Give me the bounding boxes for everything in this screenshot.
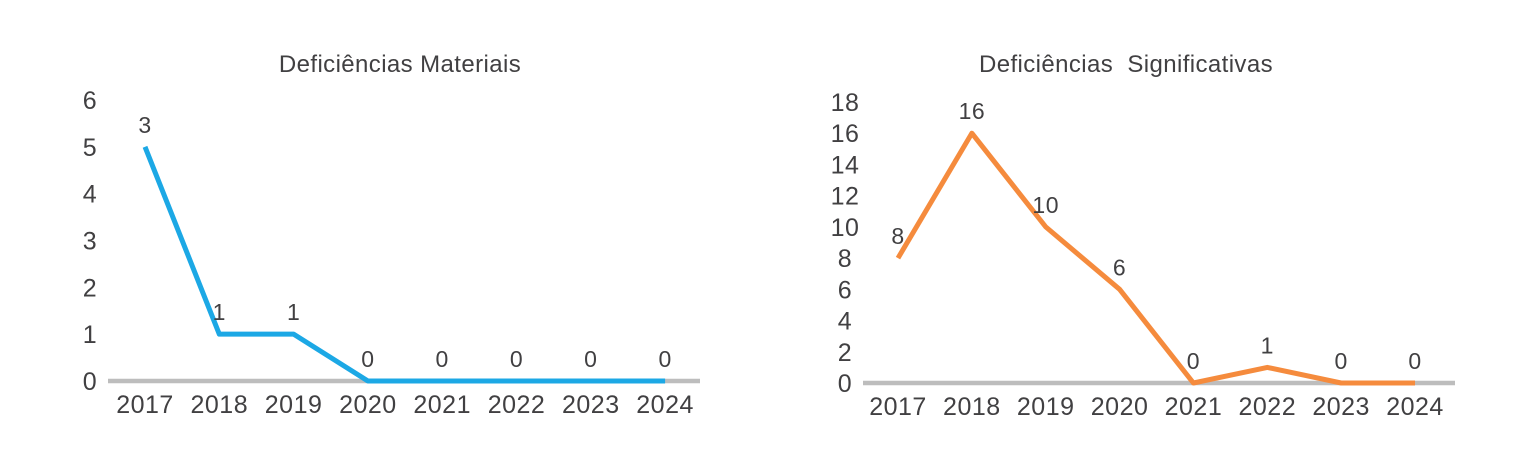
x-axis-tick-label: 2021 (1165, 393, 1223, 421)
data-label: 1 (213, 299, 226, 325)
series-line (895, 130, 1416, 386)
y-axis-tick-label: 3 (83, 228, 97, 256)
data-label: 0 (361, 346, 374, 372)
y-axis-tick-label: 2 (83, 274, 97, 302)
x-axis-tick-label: 2018 (943, 393, 1001, 421)
x-axis-tick-label: 2020 (1091, 393, 1149, 421)
y-axis-tick-label: 14 (831, 151, 860, 179)
x-axis-tick-label: 2020 (339, 391, 397, 419)
x-axis-tick-label: 2018 (190, 391, 248, 419)
y-axis-tick-label: 1 (83, 321, 97, 349)
y-axis-tick-label: 2 (838, 339, 852, 367)
x-axis-tick-label: 2023 (562, 391, 620, 419)
data-label: 10 (1032, 192, 1059, 218)
y-axis-tick-label: 4 (838, 308, 852, 336)
y-axis-tick-label: 18 (831, 89, 860, 117)
y-axis-tick-label: 10 (831, 214, 860, 242)
y-axis-tick-label: 0 (83, 368, 97, 396)
y-axis-tick-label: 0 (838, 370, 852, 398)
y-axis-tick-label: 6 (83, 87, 97, 115)
x-axis-tick-label: 2024 (636, 391, 694, 419)
data-label: 3 (138, 112, 151, 138)
y-axis-tick-label: 6 (838, 276, 852, 304)
data-label: 0 (510, 346, 523, 372)
data-label: 6 (1113, 254, 1126, 280)
x-axis-tick-label: 2019 (1017, 393, 1075, 421)
x-axis-tick-label: 2021 (413, 391, 471, 419)
data-label: 16 (959, 98, 986, 124)
x-axis-tick-label: 2022 (488, 391, 546, 419)
x-axis-tick-label: 2017 (116, 391, 174, 419)
series-line (142, 145, 666, 384)
significativas-line-chart: 0 2 4 6 8 10 12 14 16 18 2017 2018 2019 2020 2021 2022 2… (768, 0, 1536, 470)
x-axis-tick-label: 2022 (1238, 393, 1296, 421)
y-axis-tick-label: 16 (831, 120, 860, 148)
materiais-line-chart: 0 1 2 3 4 5 6 2017 2018 2019 2020 2021 2022 2023 2024 3… (83, 51, 700, 419)
data-label: 0 (436, 346, 449, 372)
data-label: 0 (1187, 348, 1200, 374)
y-axis-tick-label: 12 (831, 183, 860, 211)
y-axis-tick-label: 8 (838, 245, 852, 273)
x-axis-tick-label: 2017 (869, 393, 927, 421)
y-axis-tick-label: 4 (83, 181, 97, 209)
y-axis-tick-label: 5 (83, 134, 97, 162)
data-label: 0 (1335, 348, 1348, 374)
data-label: 0 (584, 346, 597, 372)
data-label: 1 (287, 299, 300, 325)
chart-title: Deficiências Materiais (278, 51, 522, 78)
x-axis-tick-label: 2019 (265, 391, 323, 419)
data-label: 0 (1408, 348, 1421, 374)
data-label: 0 (658, 346, 671, 372)
data-label: 8 (891, 223, 904, 249)
x-axis-tick-label: 2023 (1312, 393, 1370, 421)
x-axis-tick-label: 2024 (1386, 393, 1444, 421)
data-label: 1 (1261, 332, 1274, 358)
chart-canvas: 0 1 2 3 4 5 6 2017 2018 2019 2020 2021 2022 2023 2024 3… (83, 87, 700, 419)
chart-title: Deficiências Significativas (979, 51, 1273, 78)
